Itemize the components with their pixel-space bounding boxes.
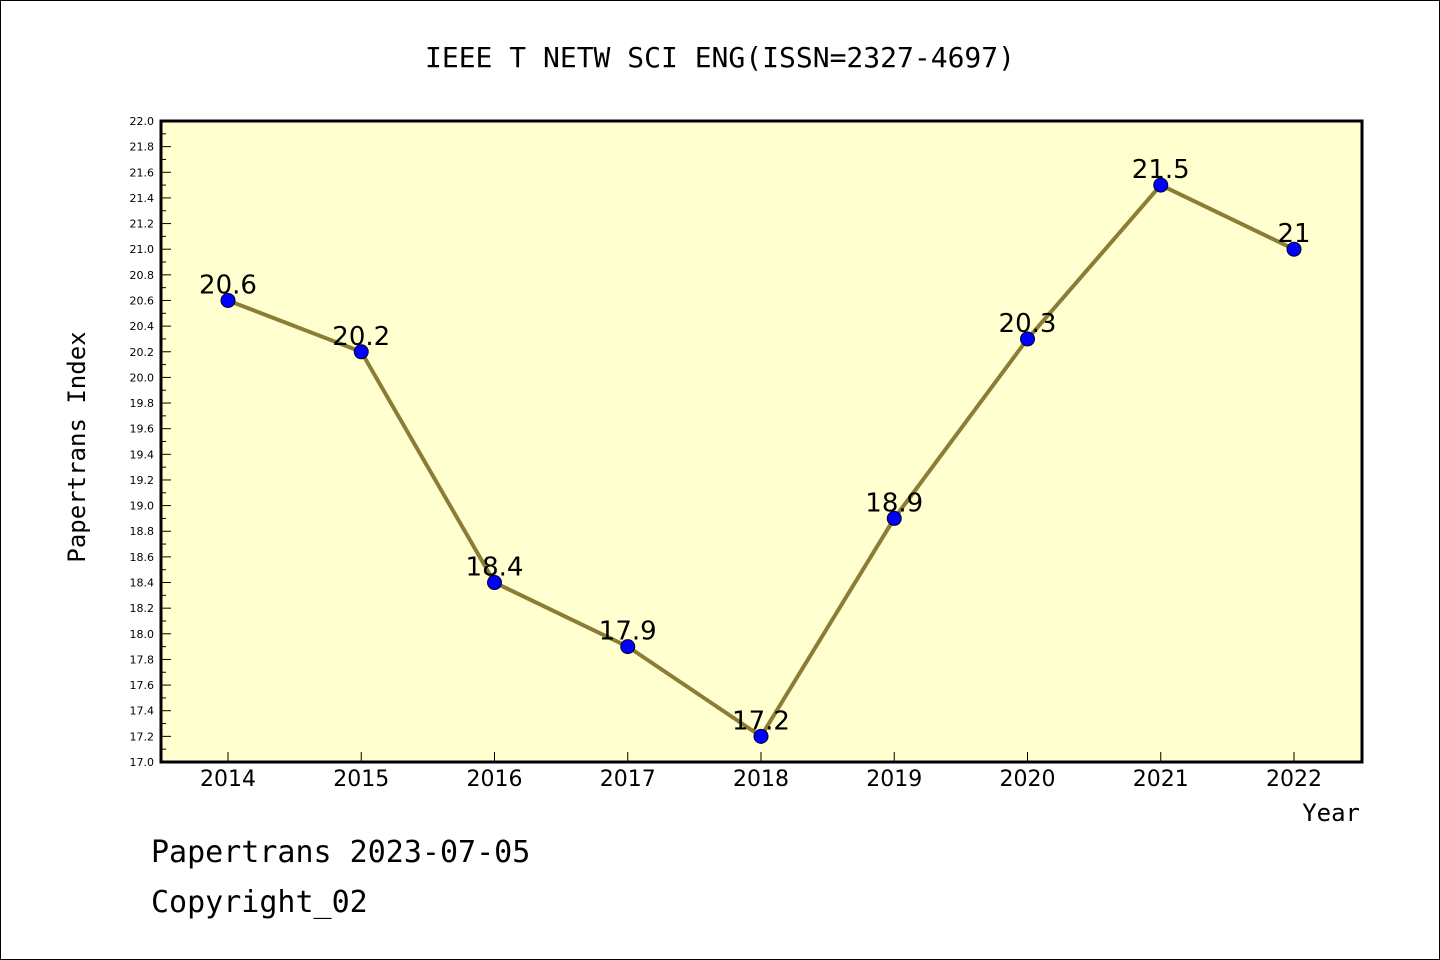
y-tick-label: 17.0 xyxy=(130,756,155,769)
data-point xyxy=(1153,177,1169,193)
data-label: 21 xyxy=(1277,219,1310,249)
y-tick-label: 21.4 xyxy=(130,192,155,205)
plot-area xyxy=(159,119,1364,764)
y-tick-label: 20.6 xyxy=(130,294,155,307)
y-tick-label: 21.2 xyxy=(130,218,155,231)
data-point xyxy=(220,292,236,308)
y-tick-label: 17.4 xyxy=(130,705,155,718)
y-tick-label: 19.6 xyxy=(130,423,155,436)
data-label: 18.4 xyxy=(466,553,524,583)
y-tick-label: 18.4 xyxy=(130,577,155,590)
y-tick-label: 17.2 xyxy=(130,730,155,743)
data-point xyxy=(487,575,502,591)
x-axis-label: Year xyxy=(1302,799,1360,827)
y-tick-label: 21.6 xyxy=(130,166,155,179)
data-point xyxy=(620,639,636,655)
y-tick-label: 19.0 xyxy=(130,500,155,513)
y-tick-label: 17.8 xyxy=(130,653,155,666)
footer-date: Papertrans 2023-07-05 xyxy=(151,835,531,870)
data-label: 21.5 xyxy=(1132,155,1190,185)
y-tick-label: 20.4 xyxy=(130,320,155,333)
y-tick-label: 18.8 xyxy=(130,525,155,538)
x-tick-label: 2016 xyxy=(467,767,523,792)
x-tick-label: 2015 xyxy=(333,767,389,792)
y-tick-label: 20.8 xyxy=(130,269,155,282)
data-label: 20.6 xyxy=(199,270,257,300)
data-label: 20.2 xyxy=(332,322,390,352)
x-tick-label: 2021 xyxy=(1133,767,1189,792)
data-label: 20.3 xyxy=(999,309,1057,339)
y-tick-label: 19.8 xyxy=(130,397,155,410)
data-point xyxy=(1020,331,1035,347)
footer-copyright: Copyright_02 xyxy=(151,885,368,920)
x-tick-label: 2019 xyxy=(866,767,922,792)
y-tick-label: 18.2 xyxy=(130,602,155,615)
x-tick-label: 2018 xyxy=(733,767,789,792)
y-tick-label: 21.0 xyxy=(130,243,155,256)
data-label: 17.2 xyxy=(732,706,790,736)
y-tick-label: 20.0 xyxy=(130,371,155,384)
y-tick-label: 18.6 xyxy=(130,551,155,564)
markers-group xyxy=(220,177,1302,744)
data-label: 18.9 xyxy=(865,488,923,518)
data-point xyxy=(353,344,369,360)
y-axis-label: Papertrans Index xyxy=(63,331,91,562)
y-tick-label: 22.0 xyxy=(130,115,155,128)
data-label: 17.9 xyxy=(599,617,657,647)
data-point xyxy=(1286,241,1302,257)
data-point xyxy=(753,728,769,744)
chart-title: IEEE T NETW SCI ENG(ISSN=2327-4697) xyxy=(425,41,1015,74)
x-tick-label: 2017 xyxy=(600,767,656,792)
data-point xyxy=(886,510,902,526)
x-tick-label: 2022 xyxy=(1266,767,1322,792)
y-tick-label: 20.2 xyxy=(130,346,155,359)
y-tick-label: 18.0 xyxy=(130,628,155,641)
x-axis: 2014 2015 2016 2017 2018 2019 2020 2021 2022 xyxy=(200,752,1322,792)
y-tick-label: 21.8 xyxy=(130,141,155,154)
y-axis: 17.0 17.2 17.4 17.6 17.8 18.0 18.2 18.4 18.6 18.8… xyxy=(130,115,171,769)
x-tick-label: 2020 xyxy=(1000,767,1056,792)
y-tick-label: 19.2 xyxy=(130,474,155,487)
data-labels-group: 20.6 20.2 18.4 17.9 17.2 18.9 20.3 21.5 21 xyxy=(199,155,1310,736)
x-tick-label: 2014 xyxy=(200,767,256,792)
y-tick-label: 17.6 xyxy=(130,679,155,692)
y-tick-label: 19.4 xyxy=(130,448,155,461)
